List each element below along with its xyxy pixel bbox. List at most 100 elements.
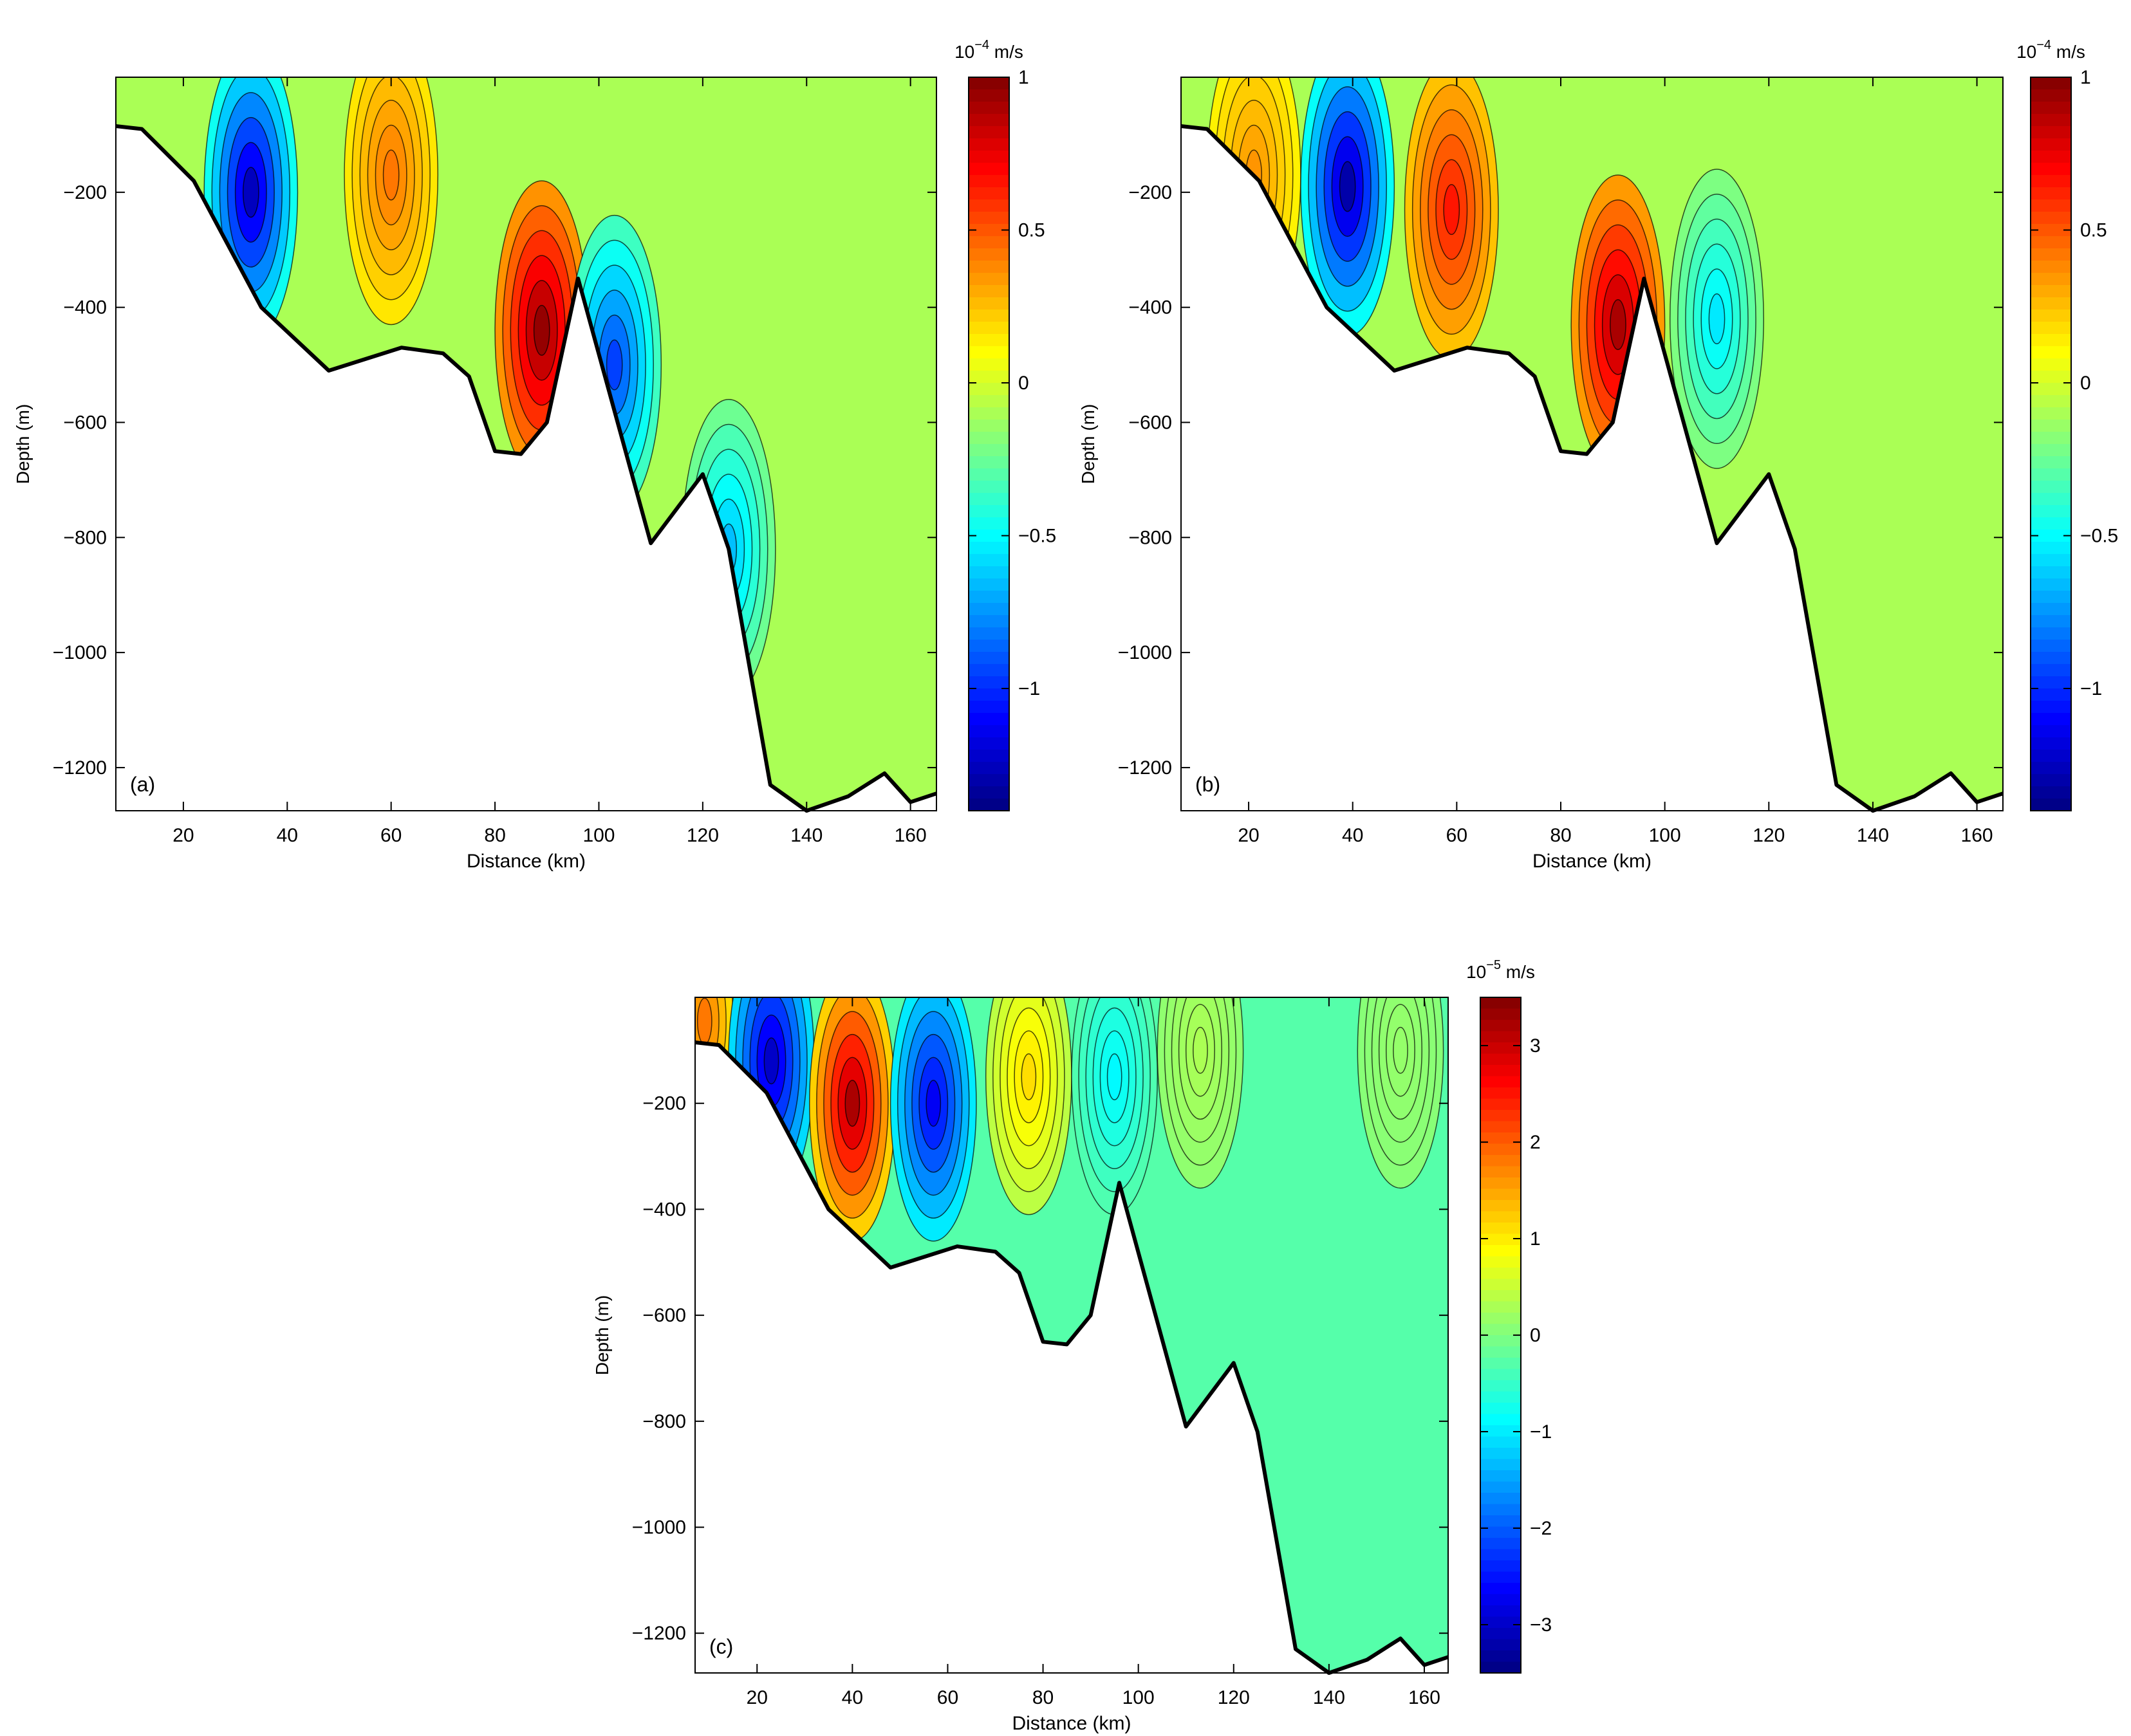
velocity-field: [695, 997, 1448, 1673]
colorbar-segment: [2031, 175, 2071, 188]
colorbar-segment: [969, 688, 1009, 701]
colorbar-segment: [969, 603, 1009, 616]
x-tick-label: 120: [687, 825, 719, 846]
x-tick-label: 80: [1550, 825, 1571, 846]
colorbar-segment: [969, 664, 1009, 677]
colorbar-segment: [969, 542, 1009, 555]
colorbar-segment: [1480, 1335, 1521, 1347]
colorbar: 1 0.5 0 −0.5 −1 10−4 m/s: [2016, 38, 2118, 811]
panel-label: (b): [1195, 773, 1220, 796]
colorbar-segment: [1480, 1223, 1521, 1235]
colorbar-segment: [1480, 1166, 1521, 1178]
colorbar-segment: [969, 799, 1009, 811]
x-tick-label: 60: [937, 1687, 958, 1708]
colorbar-tick-label: 0.5: [2080, 220, 2107, 241]
colorbar-segment: [2031, 688, 2071, 701]
colorbar-segment: [1480, 1188, 1521, 1201]
y-tick-label: −800: [642, 1411, 686, 1432]
panel-label: (a): [130, 773, 155, 796]
y-tick-label: −1000: [632, 1517, 686, 1538]
colorbar-segment: [1480, 1526, 1521, 1538]
colorbar-segment: [2031, 102, 2071, 115]
y-tick-label: −1000: [53, 642, 107, 663]
colorbar-segment: [2031, 481, 2071, 494]
colorbar-segment: [1480, 1110, 1521, 1122]
x-tick-label: 80: [484, 825, 505, 846]
colorbar-segment: [1480, 1571, 1521, 1584]
colorbar-segment: [969, 640, 1009, 652]
bathymetry-line: [1180, 124, 2004, 813]
colorbar-segment: [969, 701, 1009, 714]
x-tick-label: 20: [172, 825, 194, 846]
colorbar-segment: [969, 358, 1009, 371]
colorbar-segment: [2031, 187, 2071, 200]
x-tick-label: 120: [1753, 825, 1785, 846]
colorbar-tick-label: 0: [1530, 1325, 1541, 1346]
colorbar-segment: [1480, 1279, 1521, 1291]
y-tick-label: −1000: [1118, 642, 1172, 663]
colorbar-segment: [2031, 163, 2071, 176]
bathymetry-line: [115, 124, 937, 813]
colorbar-tick-label: 2: [1530, 1132, 1541, 1153]
colorbar-segment: [969, 199, 1009, 212]
colorbar-tick-label: −0.5: [2080, 526, 2118, 547]
x-tick-label: 40: [277, 825, 298, 846]
x-tick-label: 60: [380, 825, 402, 846]
x-tick-label: 40: [1342, 825, 1363, 846]
contour-minimum-1-level-6: [242, 167, 259, 218]
y-tick-label: −400: [1128, 297, 1172, 319]
colorbar-tick-label: −2: [1530, 1518, 1552, 1539]
colorbar-segment: [2031, 151, 2071, 163]
contour-minimum-1-level-6: [1339, 161, 1356, 212]
colorbar-segment: [969, 224, 1009, 237]
colorbar-segment: [2031, 664, 2071, 677]
colorbar-frame: [968, 77, 1010, 811]
colorbar-segment: [969, 468, 1009, 481]
colorbar-segment: [1480, 1661, 1521, 1674]
colorbar-segment: [2031, 126, 2071, 139]
colorbar-segment: [1480, 1065, 1521, 1077]
y-tick-label: −600: [642, 1305, 686, 1326]
contour-minimum-4-level-6: [606, 339, 623, 391]
colorbar-segment: [969, 248, 1009, 261]
colorbar-segment: [2031, 591, 2071, 604]
colorbar-segment: [969, 407, 1009, 420]
colorbar-segment: [1480, 1616, 1521, 1629]
colorbar-tick-label: 1: [2080, 67, 2091, 88]
x-tick-label: 140: [1313, 1687, 1345, 1708]
colorbar-segment: [1480, 1515, 1521, 1528]
contour-maximum-5-level-6: [1021, 1053, 1037, 1100]
colorbar-segment: [969, 371, 1009, 383]
colorbar-segment: [1480, 1448, 1521, 1460]
colorbar-segment: [969, 591, 1009, 604]
colorbar-segment: [969, 493, 1009, 506]
x-tick-label: 100: [582, 825, 615, 846]
colorbar-segment: [969, 456, 1009, 469]
y-axis-label: Depth (m): [592, 1295, 612, 1375]
colorbar-segment: [2031, 114, 2071, 127]
colorbar-segment: [969, 420, 1009, 432]
x-tick-label: 140: [1857, 825, 1889, 846]
colorbar-segment: [2031, 786, 2071, 799]
colorbar-segment: [1480, 1391, 1521, 1403]
colorbar-tick-label: 1: [1530, 1228, 1541, 1250]
colorbar-segment: [969, 578, 1009, 591]
colorbar-segment: [969, 676, 1009, 689]
colorbar-segment: [969, 481, 1009, 494]
x-tick-label: 160: [895, 825, 927, 846]
contour-maximum-8-level-6: [1393, 1026, 1408, 1074]
chart-panel-2: 20 40 60 80 100 120 140 160−200−400−600−800−100…: [1078, 38, 2118, 872]
colorbar-segment: [2031, 603, 2071, 616]
contour-maximum-2-level-6: [1443, 184, 1460, 235]
colorbar-segment: [1480, 1020, 1521, 1032]
y-tick-label: −600: [1128, 412, 1172, 433]
x-tick-label: 140: [790, 825, 823, 846]
x-tick-label: 160: [1408, 1687, 1440, 1708]
colorbar-segment: [1480, 1583, 1521, 1595]
colorbar-segment: [1480, 1121, 1521, 1133]
y-tick-label: −400: [63, 297, 107, 319]
colorbar-segment: [2031, 737, 2071, 750]
x-tick-label: 20: [747, 1687, 768, 1708]
colorbar-segment: [2031, 334, 2071, 347]
